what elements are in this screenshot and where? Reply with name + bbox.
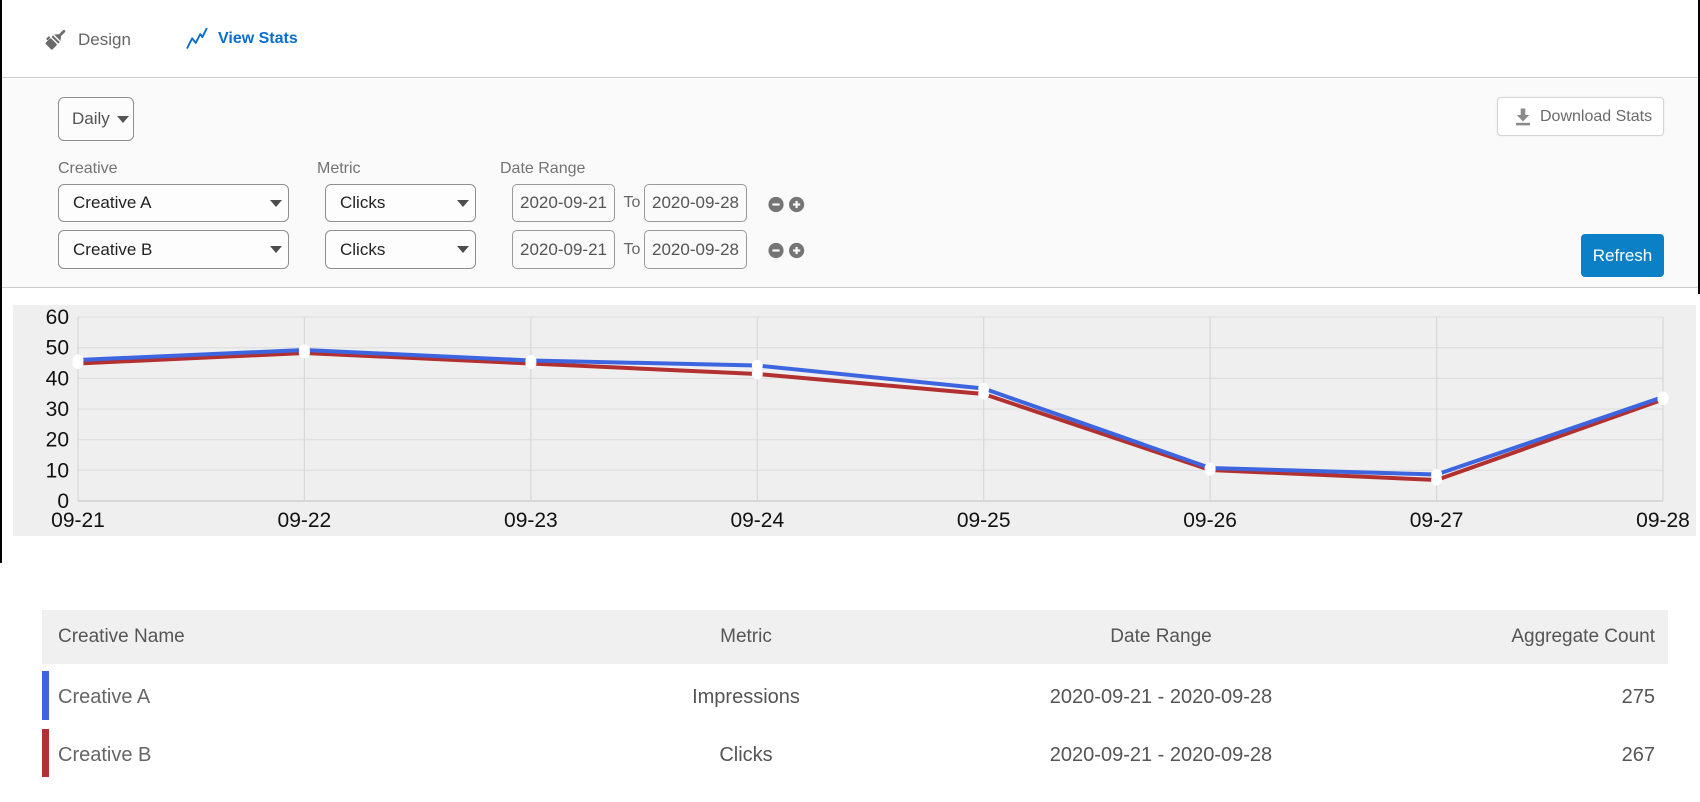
- svg-text:09-22: 09-22: [278, 509, 332, 532]
- svg-text:09-27: 09-27: [1410, 509, 1464, 532]
- svg-text:30: 30: [46, 398, 69, 421]
- svg-text:09-24: 09-24: [730, 509, 784, 532]
- svg-text:20: 20: [46, 429, 69, 452]
- svg-text:50: 50: [46, 337, 69, 360]
- svg-text:09-23: 09-23: [504, 509, 558, 532]
- svg-text:09-28: 09-28: [1636, 509, 1690, 532]
- svg-text:10: 10: [46, 459, 69, 482]
- svg-text:09-25: 09-25: [957, 509, 1011, 532]
- svg-text:60: 60: [46, 306, 69, 329]
- svg-text:09-21: 09-21: [51, 509, 105, 532]
- svg-text:09-26: 09-26: [1183, 509, 1237, 532]
- svg-text:0: 0: [57, 490, 69, 513]
- svg-text:40: 40: [46, 367, 69, 390]
